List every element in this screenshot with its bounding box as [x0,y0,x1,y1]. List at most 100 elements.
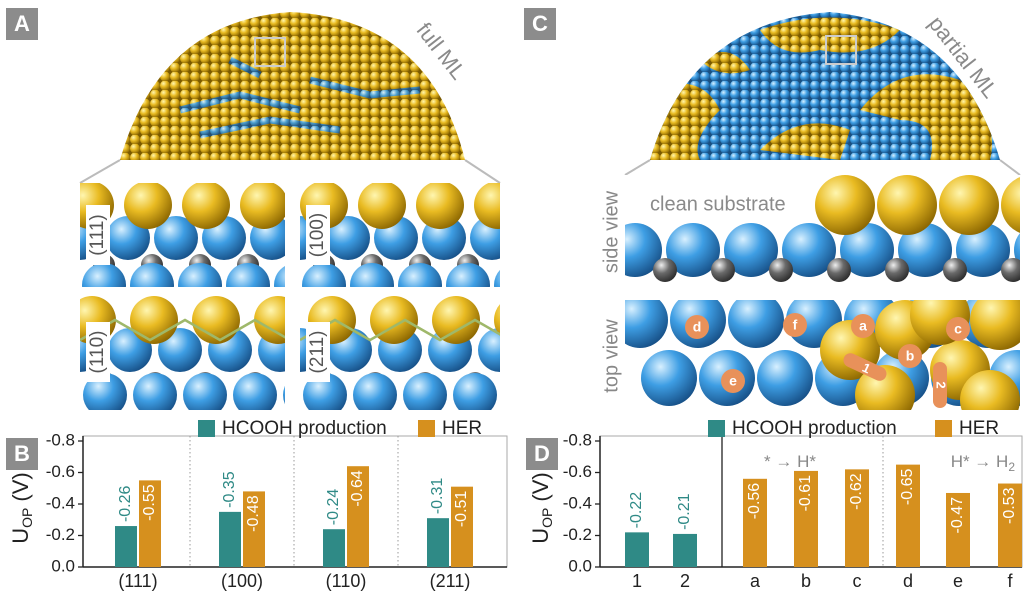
facet-label: (111) [87,214,108,256]
atom [183,373,227,410]
x-tick-label: 1 [632,571,642,591]
value-label: -0.61 [797,475,814,512]
path-capsule [933,362,947,408]
atom [178,263,222,287]
x-tick-label: e [953,571,963,591]
atom [494,304,500,336]
atom [956,223,1010,277]
atom [728,300,784,348]
legend-swatch [418,420,435,437]
panel-label: D [534,441,550,466]
facet-label-box [306,205,330,265]
atom [182,183,230,229]
atom [641,350,697,406]
atom [757,350,813,406]
legend-label: HER [442,418,482,439]
zoom-line [79,159,121,184]
bar [998,483,1022,567]
y-tick-label: -0.6 [563,462,592,481]
site-marker [851,314,875,338]
atom [403,373,447,410]
y-axis-label-sub: OP [539,508,555,528]
panel-label: A [14,11,30,36]
legend-swatch [935,420,952,437]
atom [233,373,277,410]
site-label: a [859,318,867,334]
view-label: side view [600,190,622,273]
strand [179,91,301,114]
value-label: -0.31 [429,478,446,515]
atom [240,183,285,229]
atom [625,223,662,277]
atom [1001,258,1020,282]
atom [446,263,490,287]
inset [300,183,500,287]
atom [302,263,346,287]
atom [154,216,198,260]
zoom-box [254,37,286,67]
y-tick-label: -0.4 [46,493,75,512]
zoom-line [999,159,1021,176]
atom [283,385,285,405]
atom [1001,177,1020,233]
x-tick-label: (110) [326,571,367,591]
atom [840,223,894,277]
y-tick-label: -0.2 [46,525,75,544]
bar [427,518,449,567]
y-tick-label: 0.0 [51,556,75,575]
atom [827,258,851,282]
atom [877,175,937,235]
substrate-label: clean substrate [650,193,786,215]
atom [432,296,480,344]
insets: (111) (100) (110) (211) [80,175,1020,410]
bar [625,532,649,567]
atom [254,296,285,344]
bar [743,478,767,567]
bar [323,529,345,567]
legend-label: HCOOH production [732,418,897,439]
atom [83,373,127,410]
atom [303,373,347,410]
site-label: c [954,321,962,337]
annotation-sub: 2 [1008,460,1015,474]
atom [666,223,720,277]
site-marker [783,313,807,337]
path-capsule [843,353,887,381]
atom [474,183,500,229]
annotation: H* → H2 [951,452,1016,474]
panel-label: C [532,11,548,36]
value-label: -0.35 [221,471,238,508]
inset [625,175,1020,290]
atom [274,265,285,287]
x-tick-label: (211) [430,571,471,591]
island [760,123,850,160]
bar [896,464,920,567]
x-tick-label: d [903,571,913,591]
atom [133,373,177,410]
strand [309,76,421,99]
nanoparticle-dome [650,12,1000,160]
site-label: b [906,348,915,364]
y-axis-label: UOP (V) [8,472,35,543]
atom [494,269,500,287]
annotation-text: * → H* [764,452,816,471]
atom [226,263,270,287]
atom [815,175,875,235]
site-marker [898,344,922,368]
atom [970,300,1020,350]
facet-label: (100) [307,213,328,257]
y-tick-label: -0.8 [46,430,75,449]
atom [943,258,967,282]
legend-label: HCOOH production [222,418,387,439]
bar [139,480,161,567]
site-marker [946,317,970,341]
atom [885,258,909,282]
atom [124,183,172,229]
atom [326,216,370,260]
path-label: 2 [934,381,949,388]
x-tick-label: (111) [118,571,157,591]
zoom-line [624,159,651,176]
zoom-line [464,159,501,184]
nanoparticle-dome [120,12,465,160]
